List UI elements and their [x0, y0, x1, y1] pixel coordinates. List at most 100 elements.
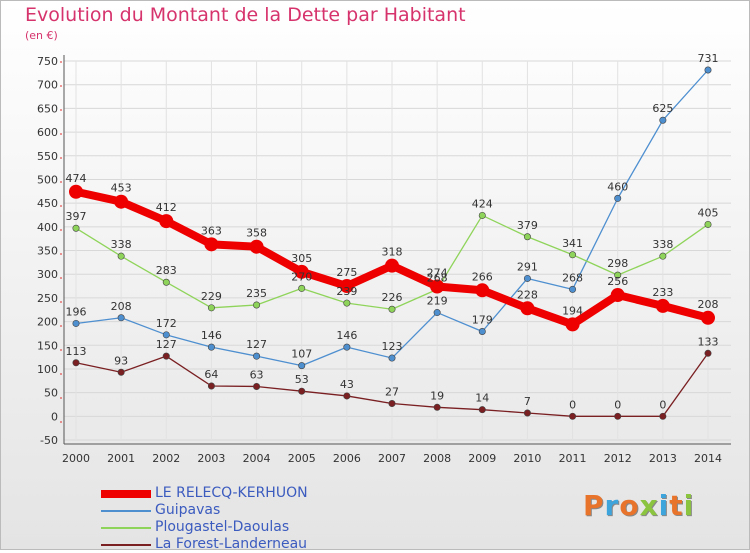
- data-point-la-forest-landerneau: [569, 412, 577, 420]
- data-label-le-relecq-kerhuon: 228: [517, 288, 538, 301]
- data-point-guipavas: [659, 116, 667, 124]
- data-point-plougastel-daoulas: [207, 304, 215, 312]
- data-label-guipavas: 107: [291, 348, 312, 361]
- data-label-le-relecq-kerhuon: 208: [698, 298, 719, 311]
- data-point-la-forest-landerneau: [388, 400, 396, 408]
- data-label-la-forest-landerneau: 64: [204, 368, 218, 381]
- y-tick-label: 450: [37, 197, 58, 210]
- data-label-le-relecq-kerhuon: 318: [382, 246, 403, 259]
- data-label-plougastel-daoulas: 338: [652, 238, 673, 251]
- data-label-la-forest-landerneau: 113: [66, 345, 87, 358]
- logo-letter: P: [583, 489, 605, 522]
- x-tick-label: 2009: [468, 452, 496, 465]
- data-label-le-relecq-kerhuon: 274: [427, 267, 448, 280]
- legend-swatch: [101, 510, 151, 512]
- data-label-la-forest-landerneau: 43: [340, 378, 354, 391]
- data-label-guipavas: 123: [382, 340, 403, 353]
- data-point-guipavas: [72, 319, 80, 327]
- data-point-plougastel-daoulas: [162, 278, 170, 286]
- y-tick-label: 600: [37, 126, 58, 139]
- data-label-la-forest-landerneau: 93: [114, 354, 128, 367]
- data-point-plougastel-daoulas: [72, 224, 80, 232]
- data-label-guipavas: 146: [201, 329, 222, 342]
- y-tick-label: 150: [37, 339, 58, 352]
- x-tick-label: 2007: [378, 452, 406, 465]
- x-tick-label: 2010: [513, 452, 541, 465]
- data-point-la-forest-landerneau: [659, 412, 667, 420]
- data-point-la-forest-landerneau: [72, 359, 80, 367]
- x-tick-label: 2005: [288, 452, 316, 465]
- x-tick-label: 2004: [243, 452, 271, 465]
- data-label-le-relecq-kerhuon: 233: [652, 286, 673, 299]
- data-point-la-forest-landerneau: [343, 392, 351, 400]
- data-point-la-forest-landerneau: [207, 382, 215, 390]
- data-point-le-relecq-kerhuon: [249, 239, 264, 254]
- data-point-le-relecq-kerhuon: [339, 279, 354, 294]
- data-point-le-relecq-kerhuon: [294, 264, 309, 279]
- data-label-la-forest-landerneau: 14: [475, 392, 489, 405]
- x-tick-label: 2011: [559, 452, 587, 465]
- data-point-la-forest-landerneau: [614, 412, 622, 420]
- data-point-guipavas: [569, 285, 577, 293]
- data-label-le-relecq-kerhuon: 256: [607, 275, 628, 288]
- x-tick-label: 2001: [107, 452, 135, 465]
- data-point-le-relecq-kerhuon: [430, 279, 445, 294]
- data-label-guipavas: 731: [698, 52, 719, 65]
- logo-letter: i: [683, 489, 695, 522]
- data-point-le-relecq-kerhuon: [385, 258, 399, 273]
- data-point-la-forest-landerneau: [253, 382, 261, 390]
- data-point-guipavas: [117, 314, 125, 322]
- data-label-la-forest-landerneau: 127: [156, 338, 177, 351]
- data-point-guipavas: [704, 66, 712, 74]
- data-point-plougastel-daoulas: [343, 299, 351, 307]
- data-point-le-relecq-kerhuon: [655, 298, 670, 313]
- data-label-le-relecq-kerhuon: 363: [201, 224, 222, 237]
- logo-letter: o: [619, 489, 640, 522]
- data-point-plougastel-daoulas: [298, 284, 306, 292]
- data-point-guipavas: [253, 352, 261, 360]
- data-label-guipavas: 625: [652, 102, 673, 115]
- x-tick-label: 2006: [333, 452, 361, 465]
- logo-letter: r: [604, 489, 620, 522]
- data-label-la-forest-landerneau: 19: [430, 389, 444, 402]
- x-tick-label: 2013: [649, 452, 677, 465]
- data-label-le-relecq-kerhuon: 266: [472, 270, 493, 283]
- data-label-guipavas: 127: [246, 338, 267, 351]
- data-label-la-forest-landerneau: 0: [569, 398, 576, 411]
- data-point-la-forest-landerneau: [298, 387, 306, 395]
- chart-title: Evolution du Montant de la Dette par Hab…: [25, 4, 466, 26]
- data-point-guipavas: [523, 274, 531, 282]
- data-label-plougastel-daoulas: 341: [562, 237, 583, 250]
- data-point-guipavas: [162, 331, 170, 339]
- data-label-guipavas: 146: [336, 329, 357, 342]
- data-point-guipavas: [298, 362, 306, 370]
- data-label-plougastel-daoulas: 298: [607, 257, 628, 270]
- x-tick-label: 2008: [423, 452, 451, 465]
- data-label-le-relecq-kerhuon: 358: [246, 227, 267, 240]
- legend-swatch: [101, 490, 151, 498]
- data-point-la-forest-landerneau: [478, 406, 486, 414]
- x-tick-label: 2014: [694, 452, 722, 465]
- data-label-plougastel-daoulas: 397: [66, 210, 87, 223]
- data-label-guipavas: 196: [66, 305, 87, 318]
- data-label-guipavas: 268: [562, 271, 583, 284]
- data-point-la-forest-landerneau: [117, 368, 125, 376]
- logo-letter: i: [658, 489, 670, 522]
- y-tick-label: 0: [51, 410, 58, 423]
- y-tick-label: 500: [37, 173, 58, 186]
- data-label-plougastel-daoulas: 226: [382, 291, 403, 304]
- data-point-guipavas: [614, 194, 622, 202]
- logo-letter: t: [669, 489, 684, 522]
- data-label-guipavas: 172: [156, 317, 177, 330]
- x-tick-label: 2002: [152, 452, 180, 465]
- legend-swatch: [101, 527, 151, 529]
- x-tick-label: 2012: [604, 452, 632, 465]
- legend-label: Plougastel-Daoulas: [155, 519, 290, 535]
- data-label-guipavas: 208: [111, 300, 132, 313]
- data-label-plougastel-daoulas: 235: [246, 287, 267, 300]
- data-point-guipavas: [207, 343, 215, 351]
- data-point-la-forest-landerneau: [523, 409, 531, 417]
- y-tick-label: 250: [37, 292, 58, 305]
- data-label-le-relecq-kerhuon: 305: [291, 252, 312, 265]
- data-point-guipavas: [433, 309, 441, 317]
